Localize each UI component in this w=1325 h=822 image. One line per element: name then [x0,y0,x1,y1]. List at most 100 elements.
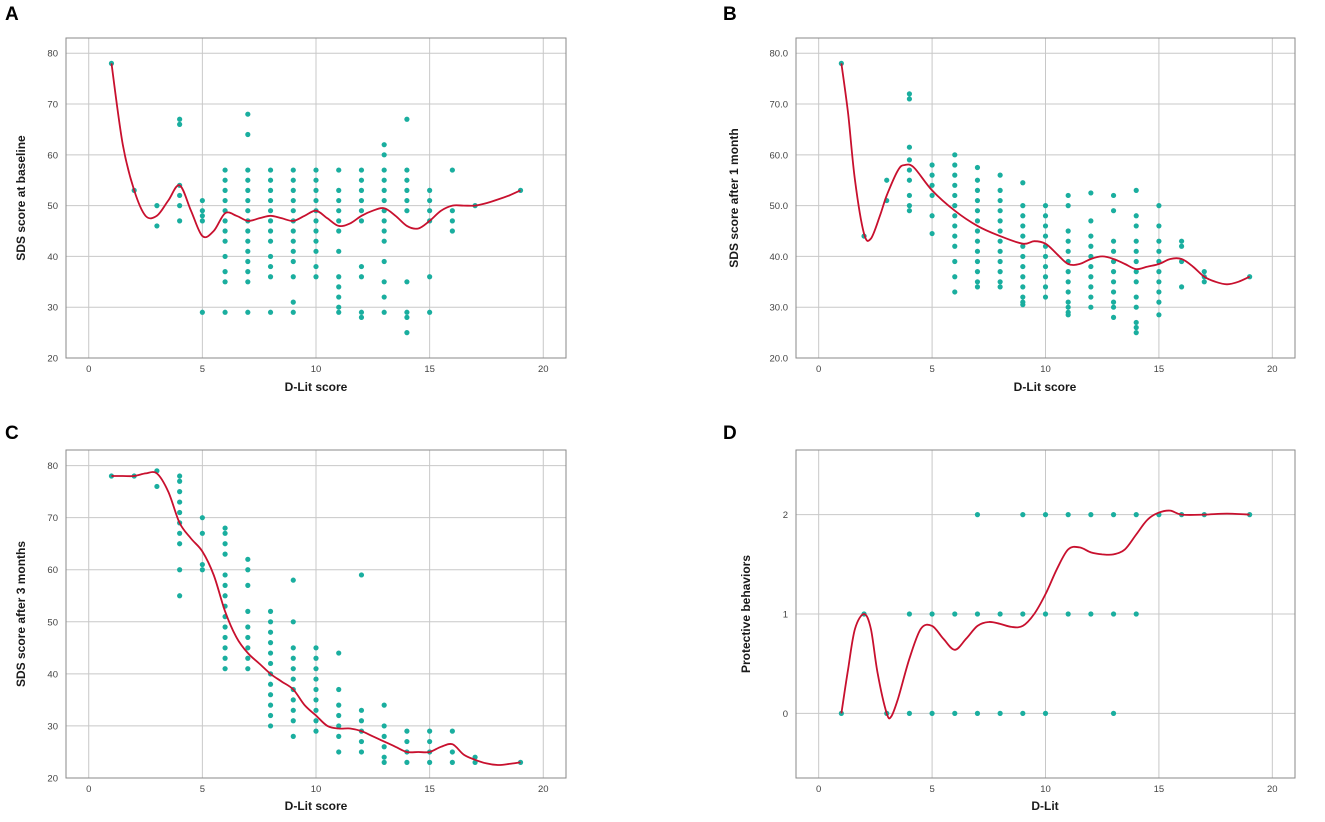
data-point [906,96,913,102]
y-tick-label: 60 [47,565,58,576]
data-point [974,164,981,171]
data-point [358,718,365,724]
data-point [358,167,365,173]
data-point [1247,512,1253,518]
data-point [199,309,205,315]
data-point [199,561,205,568]
data-point [906,192,913,199]
data-point [336,309,342,315]
data-point [154,223,160,229]
data-point [222,572,228,578]
data-point [929,230,935,237]
data-point [1133,611,1139,617]
data-point [313,218,319,224]
data-point [1020,512,1026,518]
data-point [313,177,319,183]
data-point [1020,243,1026,249]
data-point [1020,710,1026,716]
data-point [1178,284,1185,290]
data-point [997,197,1003,204]
data-point [313,666,319,672]
data-point [404,759,410,765]
data-point [199,208,205,214]
data-point [449,759,455,765]
y-tick-label: 1 [783,610,788,621]
y-tick-label: 30 [47,303,58,314]
data-point [177,499,183,505]
data-point [1133,319,1139,326]
data-point [1110,611,1117,617]
data-point [290,177,296,183]
data-point [336,187,342,193]
panel-d: D Protective behaviors D-Lit 0 5 10 15 20 0 1 2 [723,423,1296,813]
data-point [381,258,387,265]
data-point [1133,258,1139,265]
data-point [1133,279,1139,285]
data-point [997,258,1003,265]
data-point [222,218,228,224]
panel-a-fit-line [110,63,521,239]
data-point [267,702,274,708]
data-point [997,710,1003,716]
panel-a-ylabel: SDS score at baseline [14,135,28,261]
data-point [1133,304,1139,310]
data-point [906,167,913,173]
data-point [1133,512,1139,518]
y-tick-label: 60.0 [770,150,789,161]
data-point [404,738,410,745]
x-tick-label: 5 [929,364,934,375]
data-point [1088,218,1094,224]
data-point [267,208,274,214]
data-point [336,304,342,310]
data-point [267,197,274,204]
data-point [952,162,958,168]
data-point [267,650,274,656]
data-point [245,666,251,672]
data-point [336,167,342,173]
data-point [245,279,251,285]
data-point [290,228,296,234]
data-point [1042,611,1049,617]
data-point [404,330,410,336]
data-point [517,759,524,765]
data-point [1020,180,1026,186]
data-point [1201,269,1207,275]
data-point [1156,203,1162,209]
data-point [177,541,183,547]
y-tick-label: 50 [47,617,58,628]
data-point [1020,203,1026,209]
data-point [974,269,981,275]
data-point [1065,289,1071,295]
data-point [290,299,296,305]
data-point [267,692,274,698]
data-point [952,182,958,188]
data-point [245,187,251,193]
data-point [974,284,981,290]
data-point [222,177,228,183]
data-point [358,314,365,320]
data-point [404,279,410,285]
data-point [381,279,387,285]
data-point [929,162,935,168]
x-tick-label: 10 [1040,364,1051,375]
data-point [1042,203,1049,209]
data-point [1020,611,1026,617]
panel-d-xlabel: D-Lit [1031,799,1058,813]
data-point [177,218,183,224]
data-point [290,248,296,254]
data-point [997,238,1003,244]
data-point [358,187,365,193]
data-point [267,608,274,614]
data-point [929,172,935,178]
y-tick-label: 30.0 [770,303,789,314]
x-tick-label: 15 [424,784,435,795]
data-point [952,172,958,178]
panel-c: C SDS score after 3 months D-Lit score 0… [5,423,567,813]
data-point [1065,228,1071,234]
data-point [245,258,251,265]
data-point [245,248,251,254]
data-point [245,208,251,214]
data-point [290,167,296,173]
data-point [1065,203,1071,209]
data-point [336,294,342,300]
